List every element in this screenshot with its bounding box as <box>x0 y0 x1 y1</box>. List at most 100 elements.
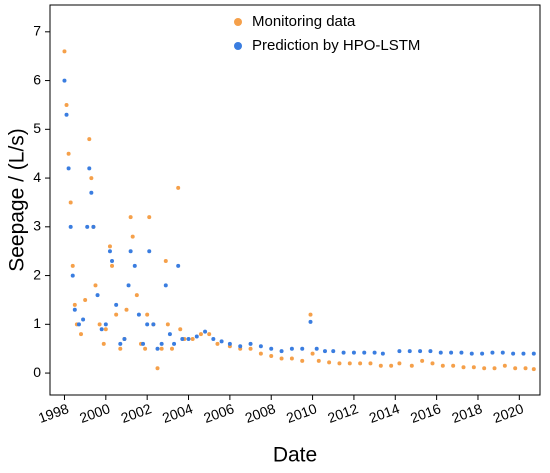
data-point <box>89 190 94 195</box>
plot-frame <box>49 4 541 396</box>
data-point <box>531 367 536 372</box>
y-tick-label: 0 <box>33 364 41 380</box>
data-point <box>118 346 123 351</box>
y-tick-label: 6 <box>33 71 41 87</box>
data-point <box>480 351 485 356</box>
data-point <box>207 332 212 337</box>
data-point <box>322 349 327 354</box>
data-point <box>531 351 536 356</box>
legend-marker <box>234 42 242 50</box>
data-point <box>163 283 168 288</box>
x-tick-label: 2002 <box>119 400 154 426</box>
data-point <box>372 350 377 355</box>
y-tick-label: 5 <box>33 120 41 136</box>
data-point <box>103 327 108 332</box>
data-point <box>95 293 100 298</box>
data-point <box>428 349 433 354</box>
data-point <box>289 356 294 361</box>
data-point <box>159 341 164 346</box>
x-tick-label: 2012 <box>325 400 360 426</box>
data-point <box>203 329 208 334</box>
data-point <box>89 176 94 181</box>
data-point <box>459 350 464 355</box>
data-point <box>110 263 115 268</box>
legend-label: Monitoring data <box>252 13 356 30</box>
data-point <box>114 302 119 307</box>
x-tick-label: 2008 <box>243 400 278 426</box>
data-point <box>99 327 104 332</box>
data-point <box>147 215 152 220</box>
data-point <box>521 351 526 356</box>
data-point <box>159 346 164 351</box>
data-point <box>227 341 232 346</box>
data-point <box>70 273 75 278</box>
data-point <box>407 349 412 354</box>
data-point <box>81 317 86 322</box>
data-point <box>258 351 263 356</box>
data-point <box>180 336 185 341</box>
data-point <box>163 258 168 263</box>
data-point <box>186 336 191 341</box>
data-point <box>337 361 342 366</box>
x-tick-label: 2010 <box>284 400 319 426</box>
data-point <box>347 361 352 366</box>
data-point <box>513 366 518 371</box>
x-tick-label: 2020 <box>491 400 526 426</box>
data-point <box>130 234 135 239</box>
data-point <box>248 346 253 351</box>
data-point <box>66 151 71 156</box>
x-tick-label: 2006 <box>201 400 236 426</box>
data-point <box>103 322 108 327</box>
y-tick-label: 3 <box>33 218 41 234</box>
data-point <box>258 344 263 349</box>
data-point <box>238 344 243 349</box>
data-point <box>490 350 495 355</box>
data-point <box>91 224 96 229</box>
data-point <box>134 293 139 298</box>
data-point <box>310 351 315 356</box>
x-axis-label: Date <box>273 444 317 467</box>
data-point <box>314 346 319 351</box>
data-point <box>397 349 402 354</box>
data-point <box>523 366 528 371</box>
data-point <box>500 350 505 355</box>
data-point <box>122 336 127 341</box>
data-point <box>110 258 115 263</box>
data-point <box>87 137 92 142</box>
data-point <box>511 351 516 356</box>
data-point <box>308 319 313 324</box>
x-tick-label: 2004 <box>160 400 195 426</box>
data-point <box>331 349 336 354</box>
data-point <box>155 346 160 351</box>
data-point <box>151 322 156 327</box>
data-point <box>178 327 183 332</box>
data-point <box>194 334 199 339</box>
legend-marker <box>234 18 242 26</box>
data-point <box>211 336 216 341</box>
data-point <box>176 263 181 268</box>
data-point <box>165 322 170 327</box>
data-point <box>300 346 305 351</box>
data-point <box>440 363 445 368</box>
data-point <box>107 249 112 254</box>
data-point <box>126 283 131 288</box>
data-point <box>97 322 102 327</box>
x-tick-label: 2018 <box>450 400 485 426</box>
y-tick-label: 4 <box>33 169 41 185</box>
data-point <box>380 351 385 356</box>
data-point <box>62 78 67 83</box>
data-point <box>114 312 119 317</box>
data-point <box>327 360 332 365</box>
data-point <box>190 336 195 341</box>
data-point <box>492 366 497 371</box>
x-tick-label: 1998 <box>36 400 71 426</box>
data-point <box>430 361 435 366</box>
data-point <box>136 312 141 317</box>
data-point <box>72 307 77 312</box>
data-point <box>172 341 177 346</box>
data-point <box>145 322 150 327</box>
data-point <box>300 358 305 363</box>
data-point <box>79 332 84 337</box>
data-point <box>118 341 123 346</box>
